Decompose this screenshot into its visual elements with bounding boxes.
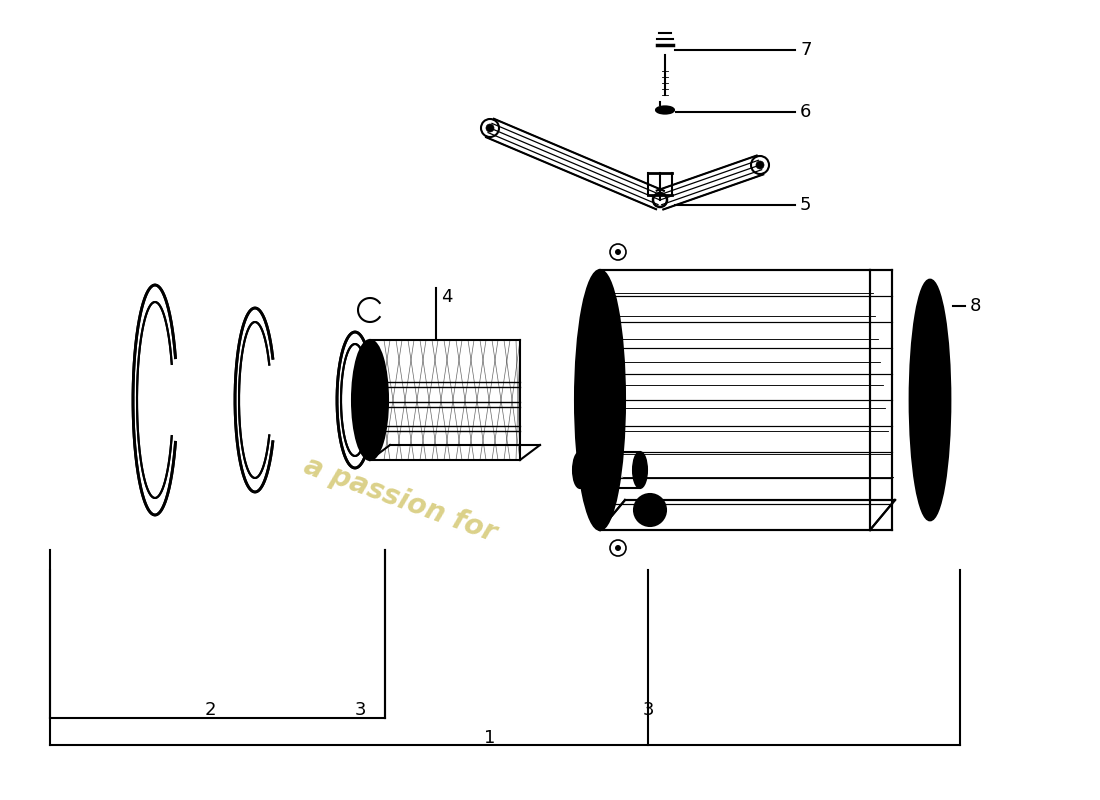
- Text: parts: parts: [424, 396, 536, 464]
- Ellipse shape: [642, 502, 658, 518]
- Text: 1: 1: [484, 729, 496, 747]
- Ellipse shape: [632, 452, 647, 488]
- Text: a passion for: a passion for: [300, 452, 500, 548]
- Circle shape: [615, 249, 622, 255]
- Polygon shape: [600, 270, 917, 530]
- Text: 2: 2: [205, 701, 216, 719]
- Ellipse shape: [365, 395, 375, 405]
- Text: 8: 8: [970, 297, 981, 315]
- Ellipse shape: [352, 340, 388, 460]
- Text: 6: 6: [800, 103, 812, 121]
- Ellipse shape: [486, 124, 494, 132]
- Text: 3: 3: [642, 701, 653, 719]
- Polygon shape: [337, 332, 371, 468]
- Ellipse shape: [910, 280, 950, 520]
- Ellipse shape: [756, 161, 764, 169]
- Polygon shape: [133, 285, 176, 515]
- Ellipse shape: [575, 270, 625, 530]
- Text: 4: 4: [441, 288, 452, 306]
- Text: 5: 5: [800, 196, 812, 214]
- Text: 7: 7: [800, 41, 812, 59]
- Ellipse shape: [573, 452, 587, 488]
- Polygon shape: [370, 325, 540, 460]
- Ellipse shape: [656, 106, 674, 114]
- Ellipse shape: [583, 313, 617, 487]
- Circle shape: [615, 545, 622, 551]
- Text: 3: 3: [354, 701, 365, 719]
- Polygon shape: [235, 308, 273, 492]
- Ellipse shape: [661, 109, 669, 111]
- Ellipse shape: [634, 494, 665, 526]
- Ellipse shape: [916, 315, 944, 485]
